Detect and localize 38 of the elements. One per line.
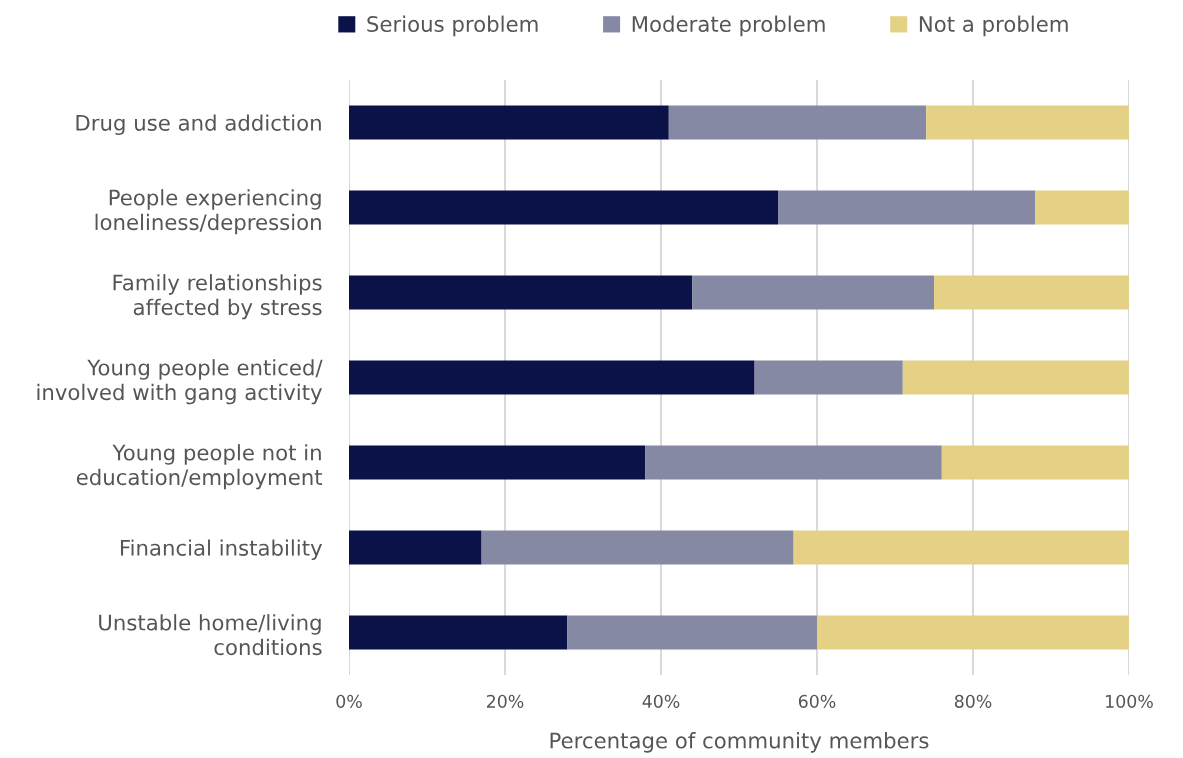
bar bbox=[481, 530, 794, 565]
y-tick-label: Financial instability bbox=[120, 539, 322, 560]
bar bbox=[793, 530, 1129, 565]
y-tick-label: Unstable home/living conditions bbox=[99, 614, 322, 656]
x-tick-label: 0% bbox=[336, 694, 362, 708]
y-tick-label: Drug use and addiction bbox=[76, 114, 321, 135]
bar bbox=[349, 105, 669, 140]
bar bbox=[567, 615, 817, 650]
bar bbox=[668, 105, 927, 140]
x-tick-label: 100% bbox=[1106, 694, 1153, 708]
x-tick-label: 20% bbox=[486, 694, 524, 708]
bar bbox=[817, 615, 1129, 650]
bar bbox=[1035, 190, 1129, 225]
bar bbox=[754, 360, 903, 395]
x-tick-label: 80% bbox=[954, 694, 992, 708]
x-axis-title: Percentage of community members bbox=[550, 732, 929, 753]
bar bbox=[645, 445, 942, 480]
bar bbox=[926, 105, 1129, 140]
legend-label: Moderate problem bbox=[632, 15, 825, 37]
bar bbox=[349, 360, 755, 395]
bar bbox=[349, 190, 778, 225]
y-tick-label: Young people enticed/ involved with gang activity bbox=[37, 359, 323, 405]
x-tick-label: 40% bbox=[642, 694, 680, 708]
bar bbox=[349, 275, 693, 310]
bar bbox=[934, 275, 1129, 310]
bar bbox=[941, 445, 1129, 480]
legend-label: Serious problem bbox=[367, 15, 538, 37]
bar bbox=[692, 275, 934, 310]
y-tick-label: Family relationships affected by stress bbox=[113, 274, 322, 320]
y-tick-label: Young people not in education/employment bbox=[76, 444, 323, 490]
bar bbox=[778, 190, 1036, 225]
bar bbox=[349, 615, 568, 650]
bar bbox=[349, 530, 482, 565]
y-tick-label: People experiencing loneliness/depression bbox=[95, 189, 321, 235]
x-tick-label: 60% bbox=[798, 694, 836, 708]
legend-label: Not a problem bbox=[919, 15, 1068, 37]
bar bbox=[902, 360, 1129, 395]
bar bbox=[349, 445, 646, 480]
